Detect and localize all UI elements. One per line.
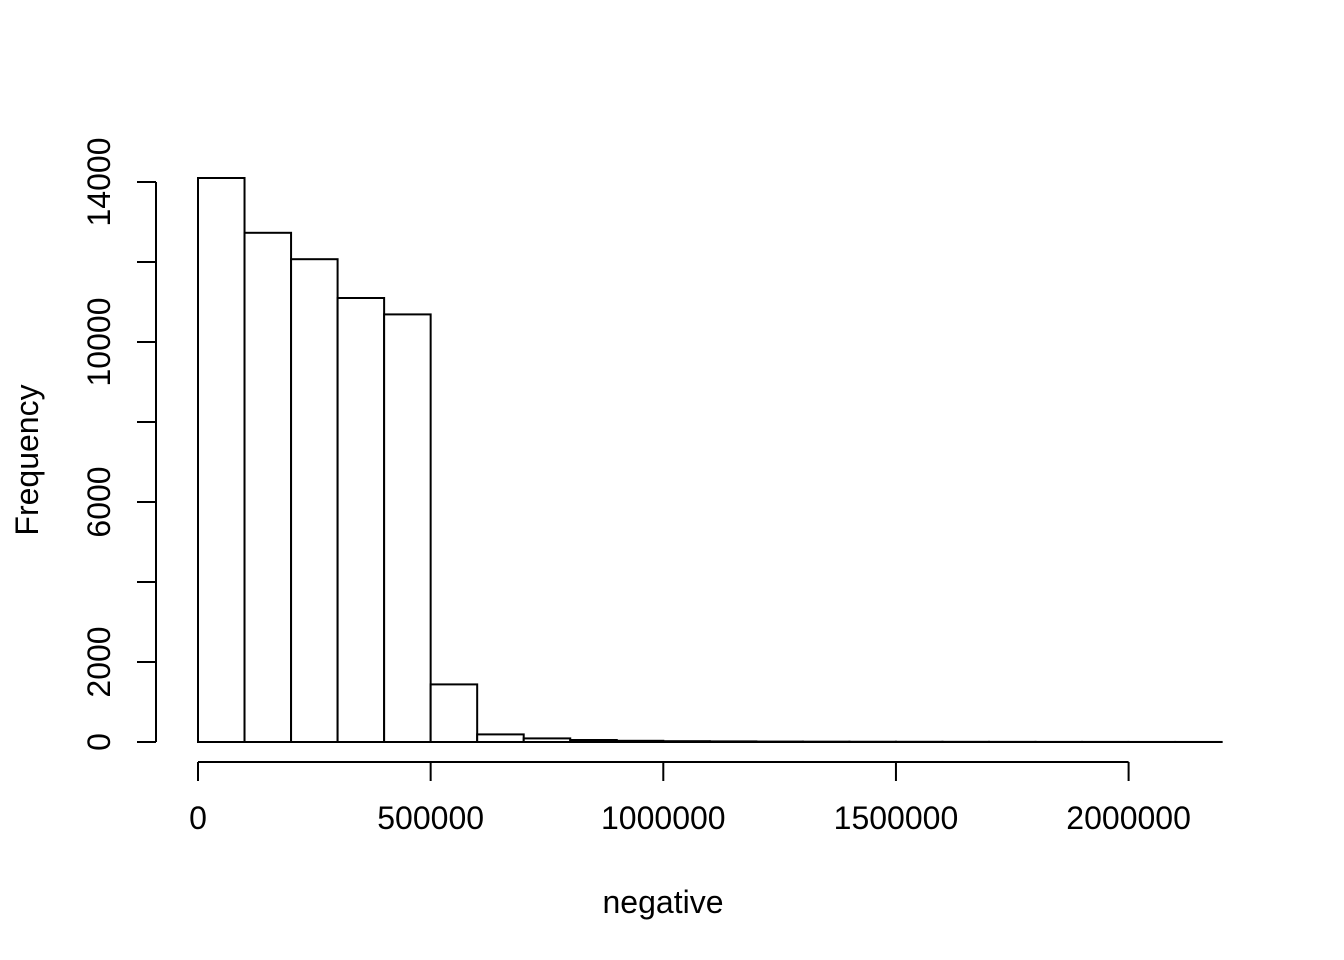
x-tick-label: 1000000: [601, 800, 726, 836]
y-tick-label: 14000: [81, 138, 117, 227]
x-tick-label: 500000: [377, 800, 484, 836]
histogram-bar: [243, 231, 293, 744]
y-tick-label: 6000: [81, 466, 117, 537]
histogram-bar: [197, 177, 246, 743]
histogram-bar: [336, 297, 386, 743]
histogram-bar: [522, 737, 572, 744]
y-axis-title: Frequency: [9, 384, 45, 536]
histogram-bar: [615, 739, 665, 743]
x-tick-label: 1500000: [834, 800, 959, 836]
histogram-bar: [569, 739, 618, 743]
histogram-bar: [708, 740, 758, 744]
histogram-bar: [383, 313, 432, 743]
histogram-bar: [662, 740, 711, 744]
histogram-bar: [290, 258, 339, 743]
x-tick-label: 2000000: [1066, 800, 1191, 836]
x-axis-title: negative: [602, 884, 724, 920]
histogram-bar: [429, 683, 479, 744]
y-tick-label: 2000: [81, 626, 117, 697]
x-tick-label: 0: [189, 800, 207, 836]
y-tick-label: 0: [81, 733, 117, 751]
histogram-bar: [476, 733, 525, 744]
y-tick-label: 10000: [81, 298, 117, 387]
